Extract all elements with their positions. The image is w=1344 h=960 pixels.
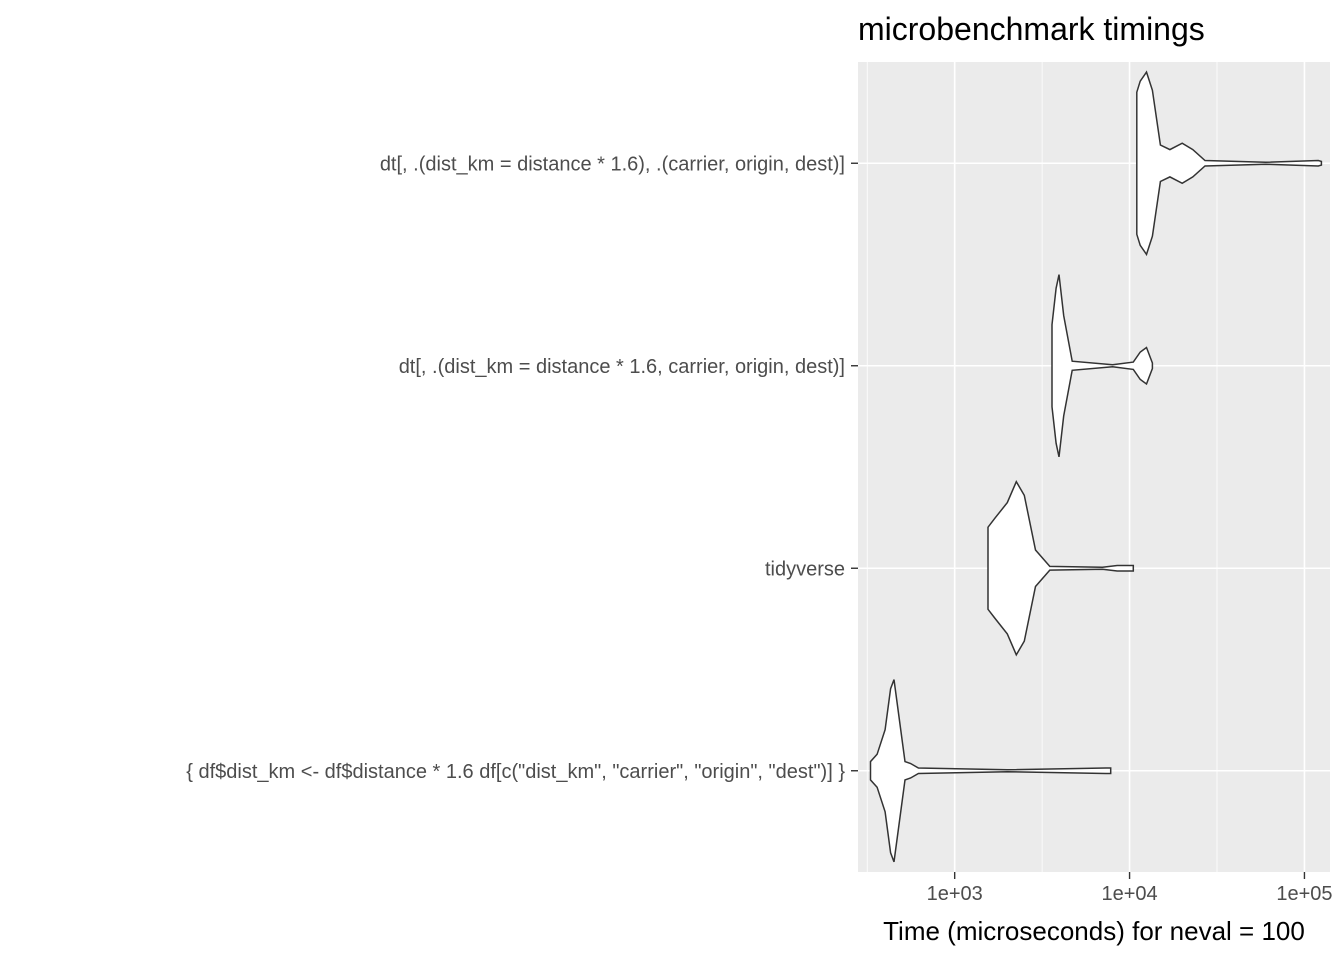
chart-title: microbenchmark timings bbox=[858, 11, 1205, 47]
x-tick-label: 1e+04 bbox=[1101, 883, 1157, 905]
y-tick-label: tidyverse bbox=[765, 558, 845, 580]
y-axis: dt[, .(dist_km = distance * 1.6), .(carr… bbox=[186, 153, 858, 783]
y-tick-label: { df$dist_km <- df$distance * 1.6 df[c("… bbox=[186, 761, 845, 783]
violin-shape bbox=[1051, 274, 1154, 458]
x-axis: 1e+03 1e+04 1e+05 bbox=[927, 872, 1333, 905]
y-tick-label: dt[, .(dist_km = distance * 1.6, carrier… bbox=[399, 356, 845, 378]
y-tick-label: dt[, .(dist_km = distance * 1.6), .(carr… bbox=[380, 153, 845, 175]
violin-shape bbox=[1136, 70, 1323, 257]
violin-shape bbox=[987, 480, 1135, 657]
violin-layer bbox=[869, 70, 1323, 863]
x-tick-label: 1e+03 bbox=[927, 883, 983, 905]
x-tick-label: 1e+05 bbox=[1276, 883, 1332, 905]
violin-shape bbox=[869, 679, 1112, 863]
plot-panel bbox=[858, 62, 1330, 872]
x-axis-title: Time (microseconds) for neval = 100 bbox=[883, 916, 1305, 946]
